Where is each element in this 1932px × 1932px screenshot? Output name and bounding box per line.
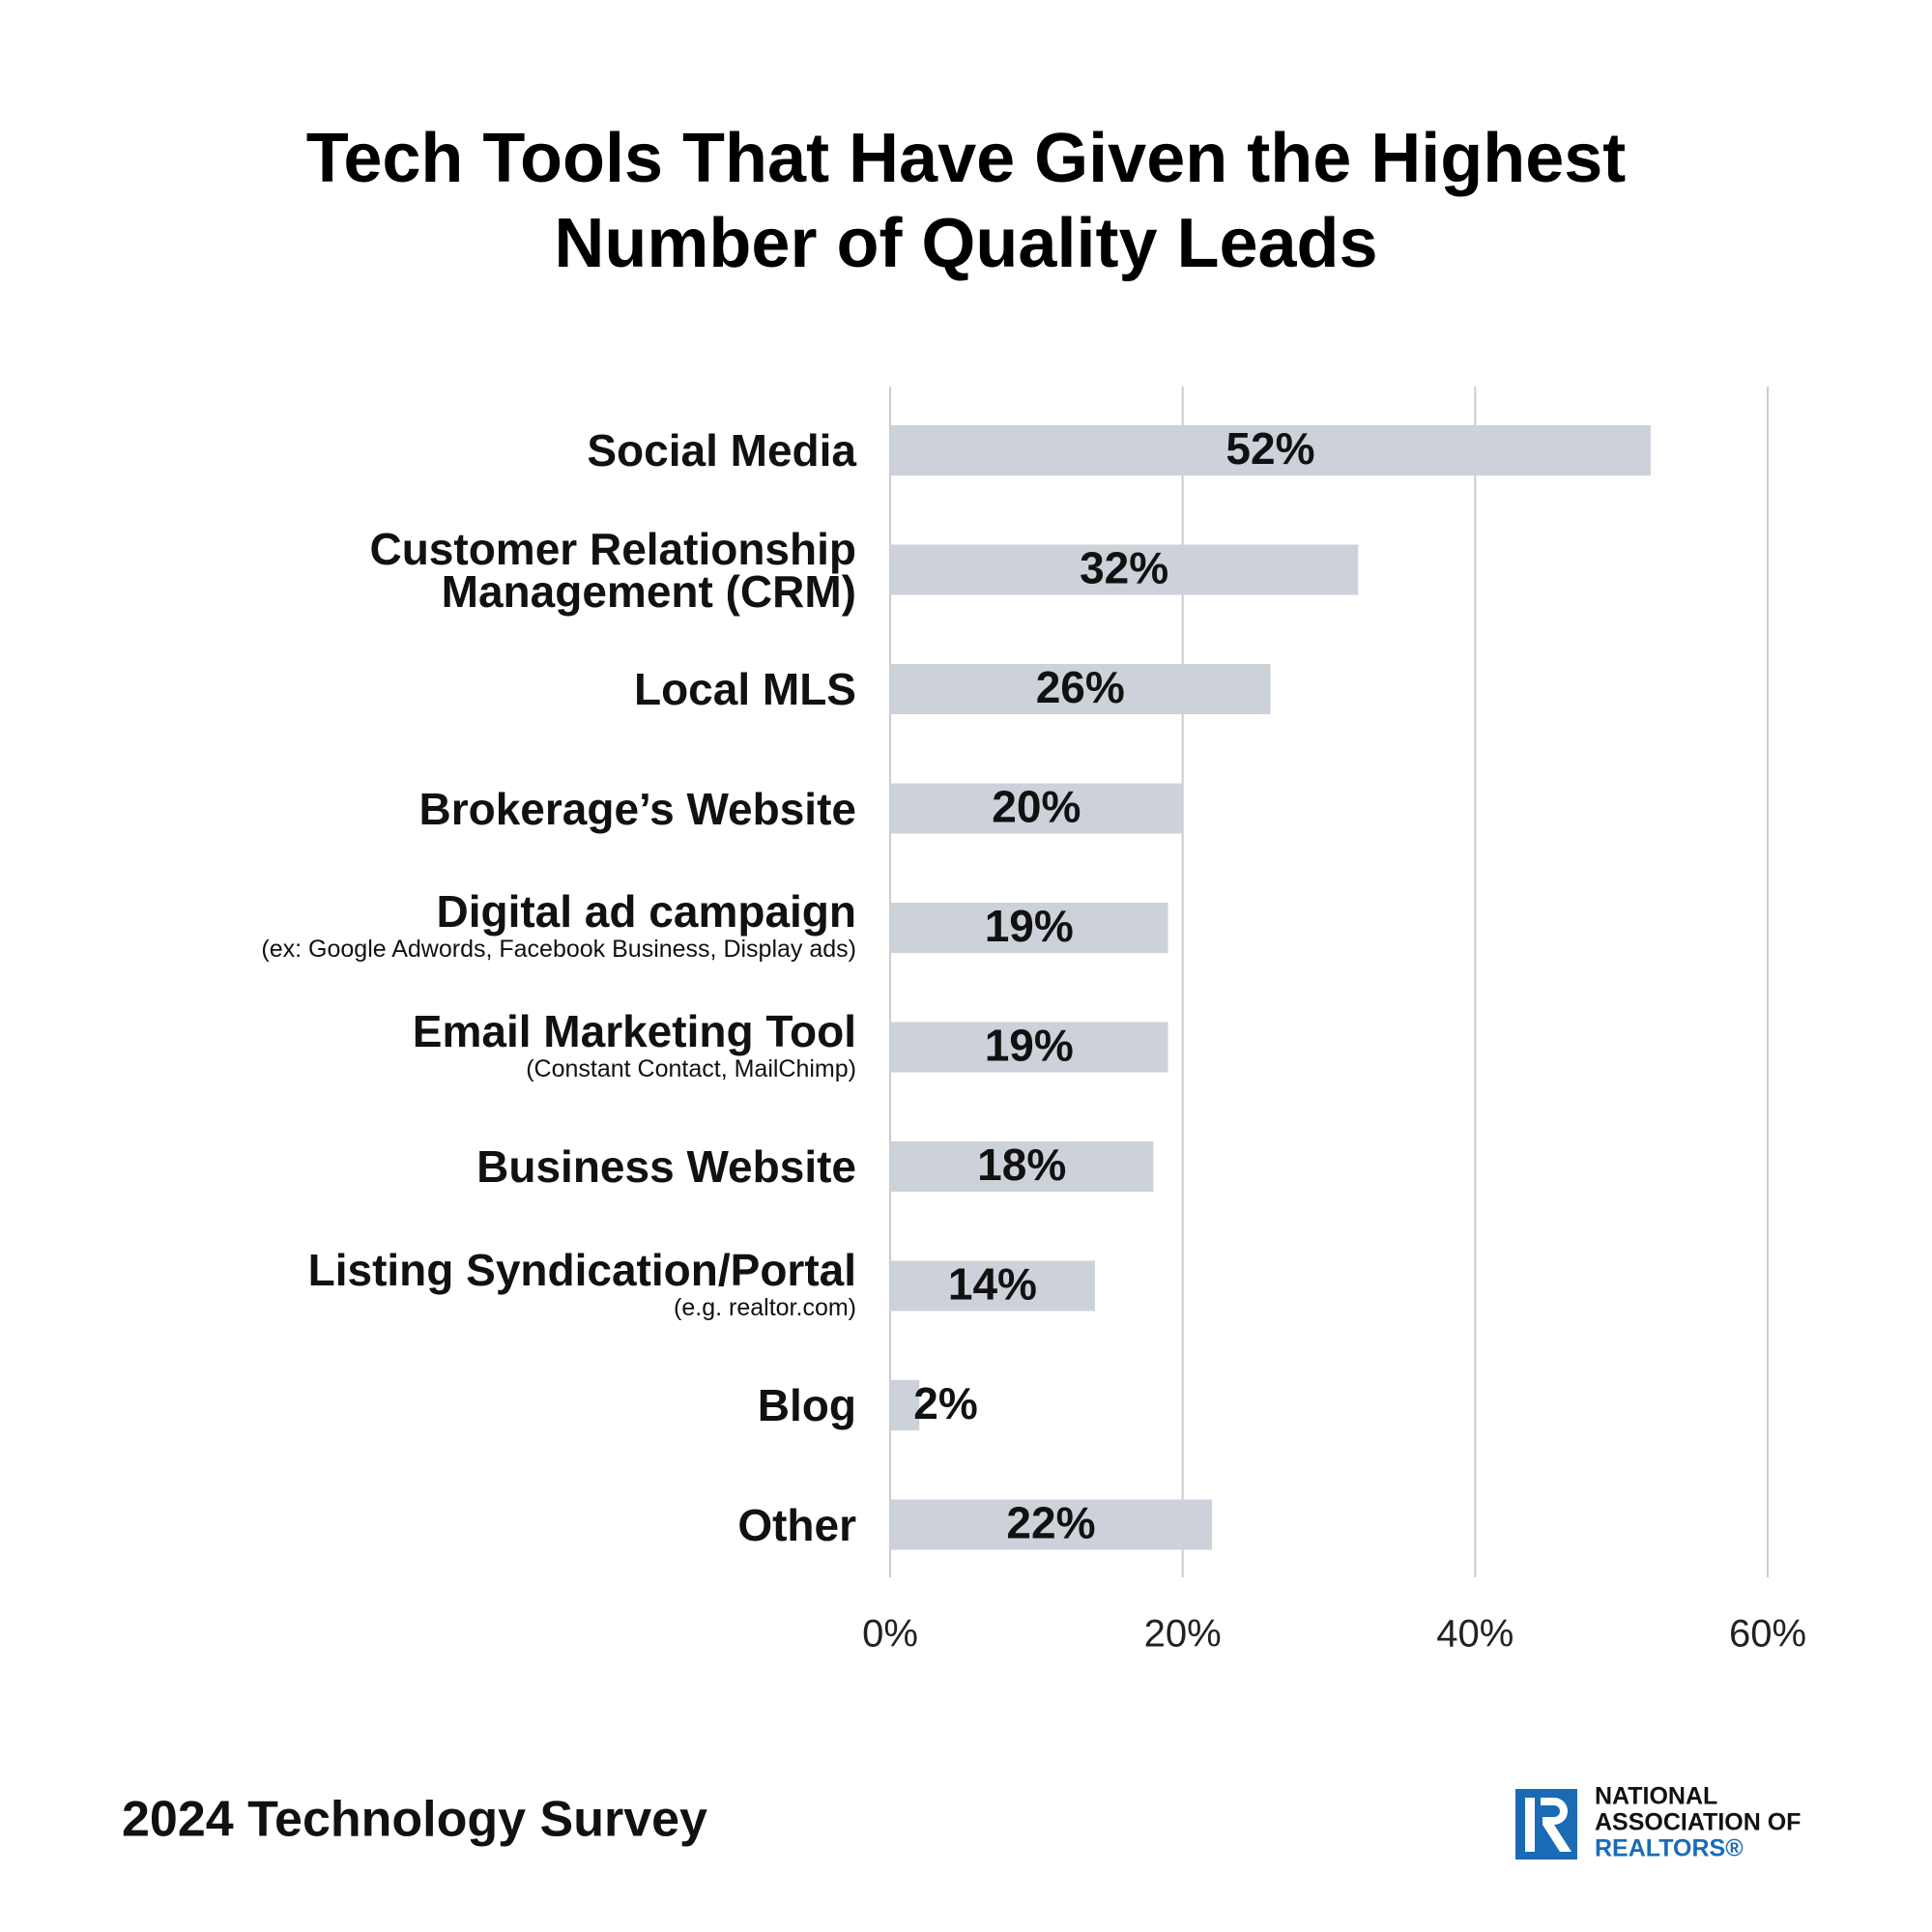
logo-text: REALTORS® bbox=[1595, 1835, 1744, 1862]
logo-mark bbox=[1525, 1798, 1535, 1852]
category-note: (Constant Contact, MailChimp) bbox=[526, 1054, 856, 1082]
bar bbox=[890, 664, 1271, 714]
title-box: Tech Tools That Have Given the Highest N… bbox=[0, 116, 1932, 286]
bar bbox=[890, 1380, 920, 1430]
logo-mark bbox=[1541, 1798, 1572, 1852]
category-note: (e.g. realtor.com) bbox=[674, 1293, 856, 1321]
category-label: Social Media bbox=[174, 425, 856, 476]
value-label: 32% bbox=[1080, 543, 1168, 593]
category-name: Local MLS bbox=[633, 664, 856, 714]
category-label: Brokerage’s Website bbox=[174, 783, 856, 834]
x-tick-label: 0% bbox=[862, 1613, 918, 1656]
bar bbox=[890, 1499, 1212, 1550]
source: 2024 Technology Survey bbox=[122, 1792, 707, 1848]
category-label: Digital ad campaign (ex: Google Adwords, … bbox=[174, 886, 856, 966]
logo-text: ASSOCIATION OF bbox=[1595, 1809, 1801, 1836]
value-label: 22% bbox=[1006, 1498, 1095, 1548]
value-label: 26% bbox=[1036, 662, 1125, 712]
bar bbox=[890, 783, 1183, 834]
x-tick-label: 60% bbox=[1729, 1613, 1806, 1656]
category-name: Social Media bbox=[587, 425, 856, 476]
category-label: Other bbox=[174, 1499, 856, 1550]
category-name: Business Website bbox=[476, 1141, 856, 1192]
category-note: (ex: Google Adwords, Facebook Business, … bbox=[261, 936, 856, 963]
category-name: Email Marketing Tool bbox=[412, 1005, 856, 1056]
bar bbox=[890, 1260, 1095, 1312]
logo-text: NATIONAL bbox=[1595, 1783, 1717, 1810]
bar bbox=[890, 1141, 1154, 1192]
value-label: 19% bbox=[985, 1021, 1074, 1071]
category-name: Brokerage’s Website bbox=[418, 783, 856, 834]
value-label: 2% bbox=[913, 1378, 977, 1428]
category-name: Blog bbox=[757, 1380, 856, 1430]
value-label: 52% bbox=[1226, 423, 1314, 474]
category-label: Business Website bbox=[174, 1141, 856, 1192]
bar bbox=[890, 1022, 1168, 1073]
category-name: Customer Relationship Management (CRM) bbox=[369, 523, 856, 617]
category-label: Local MLS bbox=[174, 664, 856, 714]
x-tick-label: 40% bbox=[1436, 1613, 1514, 1656]
category-label: Customer Relationship Management (CRM) bbox=[174, 523, 856, 617]
chart-title: Tech Tools That Have Given the Highest N… bbox=[305, 120, 1627, 282]
category-name: Digital ad campaign bbox=[436, 886, 856, 937]
category-name: Listing Syndication/Portal bbox=[307, 1244, 856, 1295]
category-name: Other bbox=[737, 1499, 856, 1550]
logo: NATIONAL ASSOCIATION OF REALTORS® bbox=[1515, 1783, 1801, 1862]
bar bbox=[890, 903, 1168, 953]
value-label: 19% bbox=[985, 901, 1074, 951]
category-label: Blog bbox=[174, 1380, 856, 1430]
category-label: Listing Syndication/Portal (e.g. realtor.… bbox=[174, 1244, 856, 1324]
value-label: 14% bbox=[948, 1259, 1037, 1310]
category-label: Email Marketing Tool (Constant Contact, M… bbox=[174, 1005, 856, 1085]
value-label: 18% bbox=[977, 1139, 1066, 1190]
value-label: 20% bbox=[992, 782, 1081, 832]
x-tick-label: 20% bbox=[1144, 1613, 1222, 1656]
bar bbox=[890, 425, 1651, 476]
bar bbox=[890, 544, 1359, 595]
